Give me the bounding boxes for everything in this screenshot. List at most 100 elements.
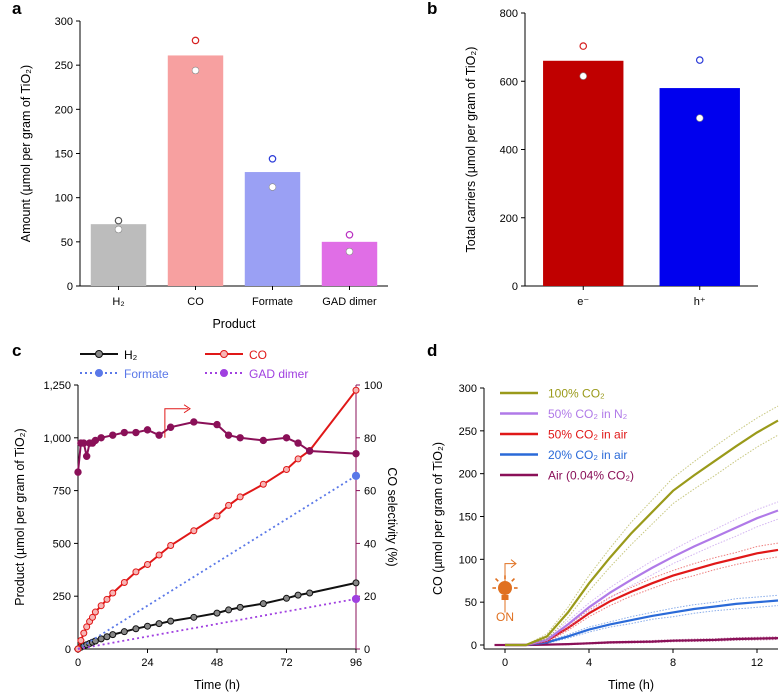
x-tick-label: 8	[670, 657, 676, 669]
series-point	[144, 561, 151, 569]
legend-label: 100% CO₂	[548, 387, 605, 401]
y-tick-label: 800	[500, 8, 518, 20]
y2-tick-label: 80	[364, 433, 376, 445]
legend-label: Formate	[124, 367, 169, 381]
annotation-arrow-line	[164, 408, 189, 438]
series-point	[236, 603, 244, 611]
legend-label: 50% CO₂ in air	[548, 428, 627, 442]
series-point	[103, 633, 111, 641]
series-point	[352, 386, 360, 394]
y-tick-label: 750	[53, 486, 71, 498]
series-point	[352, 449, 360, 458]
x-tick-label: 0	[75, 657, 81, 669]
y-tick-label: 200	[459, 469, 477, 481]
series-point	[213, 512, 221, 520]
y-tick-label: 200	[55, 104, 73, 116]
series-point	[283, 594, 290, 602]
series-point	[351, 471, 361, 480]
replicate-open-marker	[268, 155, 277, 163]
series-line-1	[505, 419, 779, 647]
y2-tick-label: 60	[364, 486, 376, 498]
replicate-filled-marker	[579, 72, 587, 80]
y2-tick-label: 0	[364, 644, 370, 656]
series-point	[294, 439, 302, 447]
y-tick-label: 50	[61, 237, 73, 249]
x-tick-label: 0	[502, 657, 508, 669]
replicate-open-marker	[191, 36, 200, 45]
series-point	[80, 629, 88, 637]
series-point	[351, 594, 361, 604]
series-point	[143, 426, 152, 434]
panel-b: 0 200 400 600 800 e⁻ h⁺ Total carriers (µmol pe…	[427, 0, 758, 308]
y-tick-label: 100	[55, 193, 73, 205]
x-axis-label: Time (h)	[608, 678, 654, 692]
x-tick-label: 4	[586, 657, 592, 669]
series-point	[225, 606, 233, 614]
annotation-arrow-head	[183, 404, 191, 414]
legend-swatch-marker	[220, 369, 228, 377]
series-line-3	[77, 475, 357, 650]
series-point	[305, 447, 314, 455]
y-axis-label: Amount (µmol per gram of TiO₂)	[19, 65, 33, 242]
light-bulb-icon	[498, 581, 512, 595]
y-tick-label: 300	[55, 16, 73, 28]
series-point	[120, 428, 129, 437]
bar-3	[244, 172, 301, 286]
light-ray	[494, 577, 499, 582]
series-point	[259, 436, 268, 445]
series-point	[294, 591, 302, 599]
x-axis-label: Product	[212, 317, 256, 331]
series-line-4	[505, 599, 779, 647]
series-band-lower-2	[505, 518, 779, 646]
series-point	[132, 428, 140, 437]
series-point	[166, 423, 175, 431]
series-point	[259, 600, 267, 608]
y-tick-label: 0	[67, 281, 73, 293]
series-line-5	[505, 637, 779, 647]
series-point	[83, 623, 91, 631]
series-band-upper-1	[505, 405, 779, 646]
legend-swatch-marker	[95, 369, 103, 377]
legend-label: CO	[249, 348, 267, 362]
series-point	[224, 431, 233, 439]
x-tick-label: H₂	[112, 296, 124, 308]
series-point	[97, 602, 105, 610]
replicate-open-marker	[695, 56, 704, 64]
y-tick-label: 150	[459, 512, 477, 524]
series-point	[74, 468, 82, 476]
series-band-lower-3	[505, 556, 779, 646]
light-bulb-base	[501, 595, 509, 600]
bar-1	[543, 60, 624, 287]
series-point	[236, 493, 244, 501]
series-point	[167, 542, 175, 550]
series-point	[120, 578, 128, 586]
series-point	[109, 431, 117, 439]
x-tick-label: e⁻	[577, 296, 589, 308]
replicate-open-marker	[345, 230, 354, 239]
series-point	[109, 589, 117, 597]
bar-2	[167, 55, 224, 287]
series-point	[132, 568, 140, 576]
y-tick-label: 100	[459, 554, 477, 566]
x-tick-label: 12	[751, 657, 763, 669]
series-point	[132, 625, 140, 633]
series-point	[259, 480, 267, 488]
series-point	[190, 418, 198, 426]
series-point	[91, 608, 99, 616]
x-tick-label: GAD dimer	[322, 296, 377, 308]
panel-label-d: d	[427, 341, 437, 360]
replicate-filled-marker	[268, 183, 277, 191]
series-point	[97, 434, 105, 442]
x-tick-label: 96	[350, 657, 362, 669]
series-point	[306, 589, 314, 597]
y-tick-label: 250	[53, 591, 71, 603]
y-tick-label: 150	[55, 149, 73, 161]
x-tick-label: 48	[211, 657, 223, 669]
series-point	[294, 455, 302, 463]
legend-swatch-marker	[220, 350, 228, 358]
on-annotation-text: ON	[496, 610, 514, 624]
legend-label: Air (0.04% CO₂)	[548, 469, 634, 483]
series-point	[236, 434, 244, 442]
replicate-filled-marker	[114, 225, 123, 234]
